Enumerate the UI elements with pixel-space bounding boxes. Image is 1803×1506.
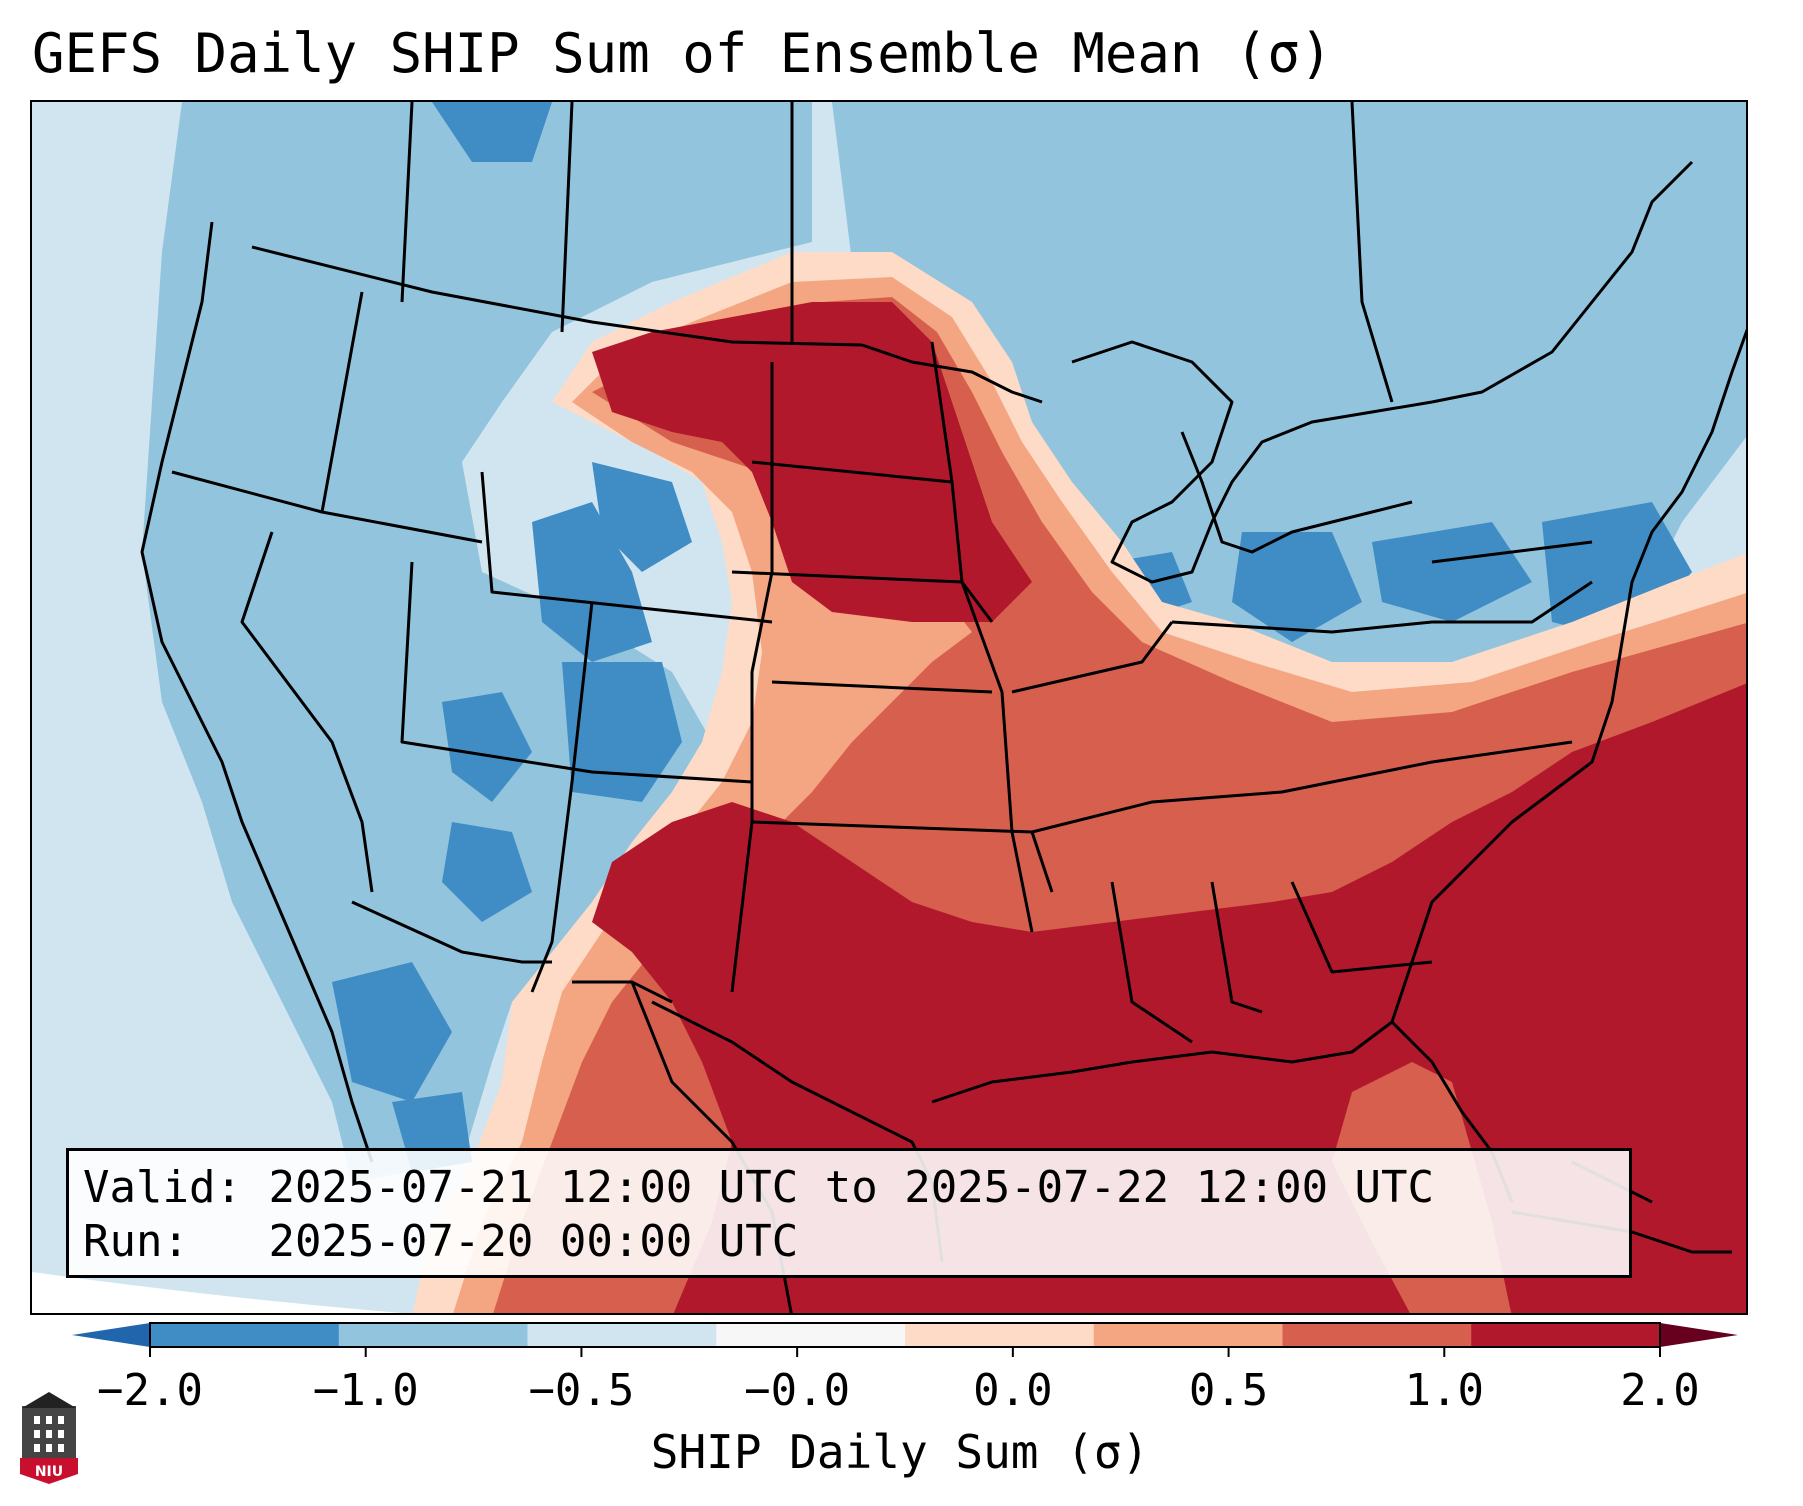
colorbar-tick-label: −0.5 xyxy=(528,1365,634,1416)
region-core-texas-inner xyxy=(652,862,1072,1112)
logo-text: NIU xyxy=(35,1464,63,1480)
colorbar-outline xyxy=(149,1322,1661,1348)
run-info-box: Valid: 2025-07-21 12:00 UTC to 2025-07-2… xyxy=(66,1148,1632,1278)
colorbar-ticks: −2.0 −1.0 −0.5 −0.0 0.0 0.5 1.0 2.0 xyxy=(97,1347,1700,1416)
colorbar-segment xyxy=(1471,1323,1661,1347)
colorbar-segment xyxy=(150,1323,340,1347)
colorbar-tick-label: 0.0 xyxy=(973,1365,1052,1416)
colorbar-over-arrow xyxy=(1660,1323,1738,1347)
run-value: 2025-07-20 00:00 UTC xyxy=(268,1216,799,1267)
colorbar-segment xyxy=(1093,1323,1283,1347)
colorbar-tick-label: −0.0 xyxy=(744,1365,850,1416)
colorbar-segment xyxy=(905,1323,1095,1347)
colorbar-tick-label: −2.0 xyxy=(97,1365,203,1416)
map-panel xyxy=(30,100,1748,1315)
run-label: Run: xyxy=(83,1216,189,1267)
colorbar-tick-label: 0.5 xyxy=(1189,1365,1268,1416)
region-core-plains xyxy=(592,302,1032,622)
colorbar-label: SHIP Daily Sum (σ) xyxy=(651,1425,1150,1479)
colorbar-tick-label: 1.0 xyxy=(1405,1365,1484,1416)
boundary-lines xyxy=(140,102,1746,1313)
colorbar-segment xyxy=(1282,1323,1472,1347)
niu-logo: NIU xyxy=(20,1392,78,1484)
valid-value: 2025-07-21 12:00 UTC to 2025-07-22 12:00… xyxy=(268,1162,1435,1213)
colorbar-tick-label: 2.0 xyxy=(1620,1365,1699,1416)
colorbar-segments xyxy=(150,1323,1661,1347)
chart-title: GEFS Daily SHIP Sum of Ensemble Mean (σ) xyxy=(32,22,1333,85)
colorbar-under-arrow xyxy=(72,1323,150,1347)
region-west-negative xyxy=(142,102,812,1182)
colorbar-tick-label: −1.0 xyxy=(313,1365,419,1416)
colorbar-segment xyxy=(338,1323,528,1347)
valid-label: Valid: xyxy=(83,1162,242,1213)
colorbar-segment xyxy=(527,1323,717,1347)
map-canvas xyxy=(32,102,1746,1313)
colorbar-segment xyxy=(716,1323,906,1347)
